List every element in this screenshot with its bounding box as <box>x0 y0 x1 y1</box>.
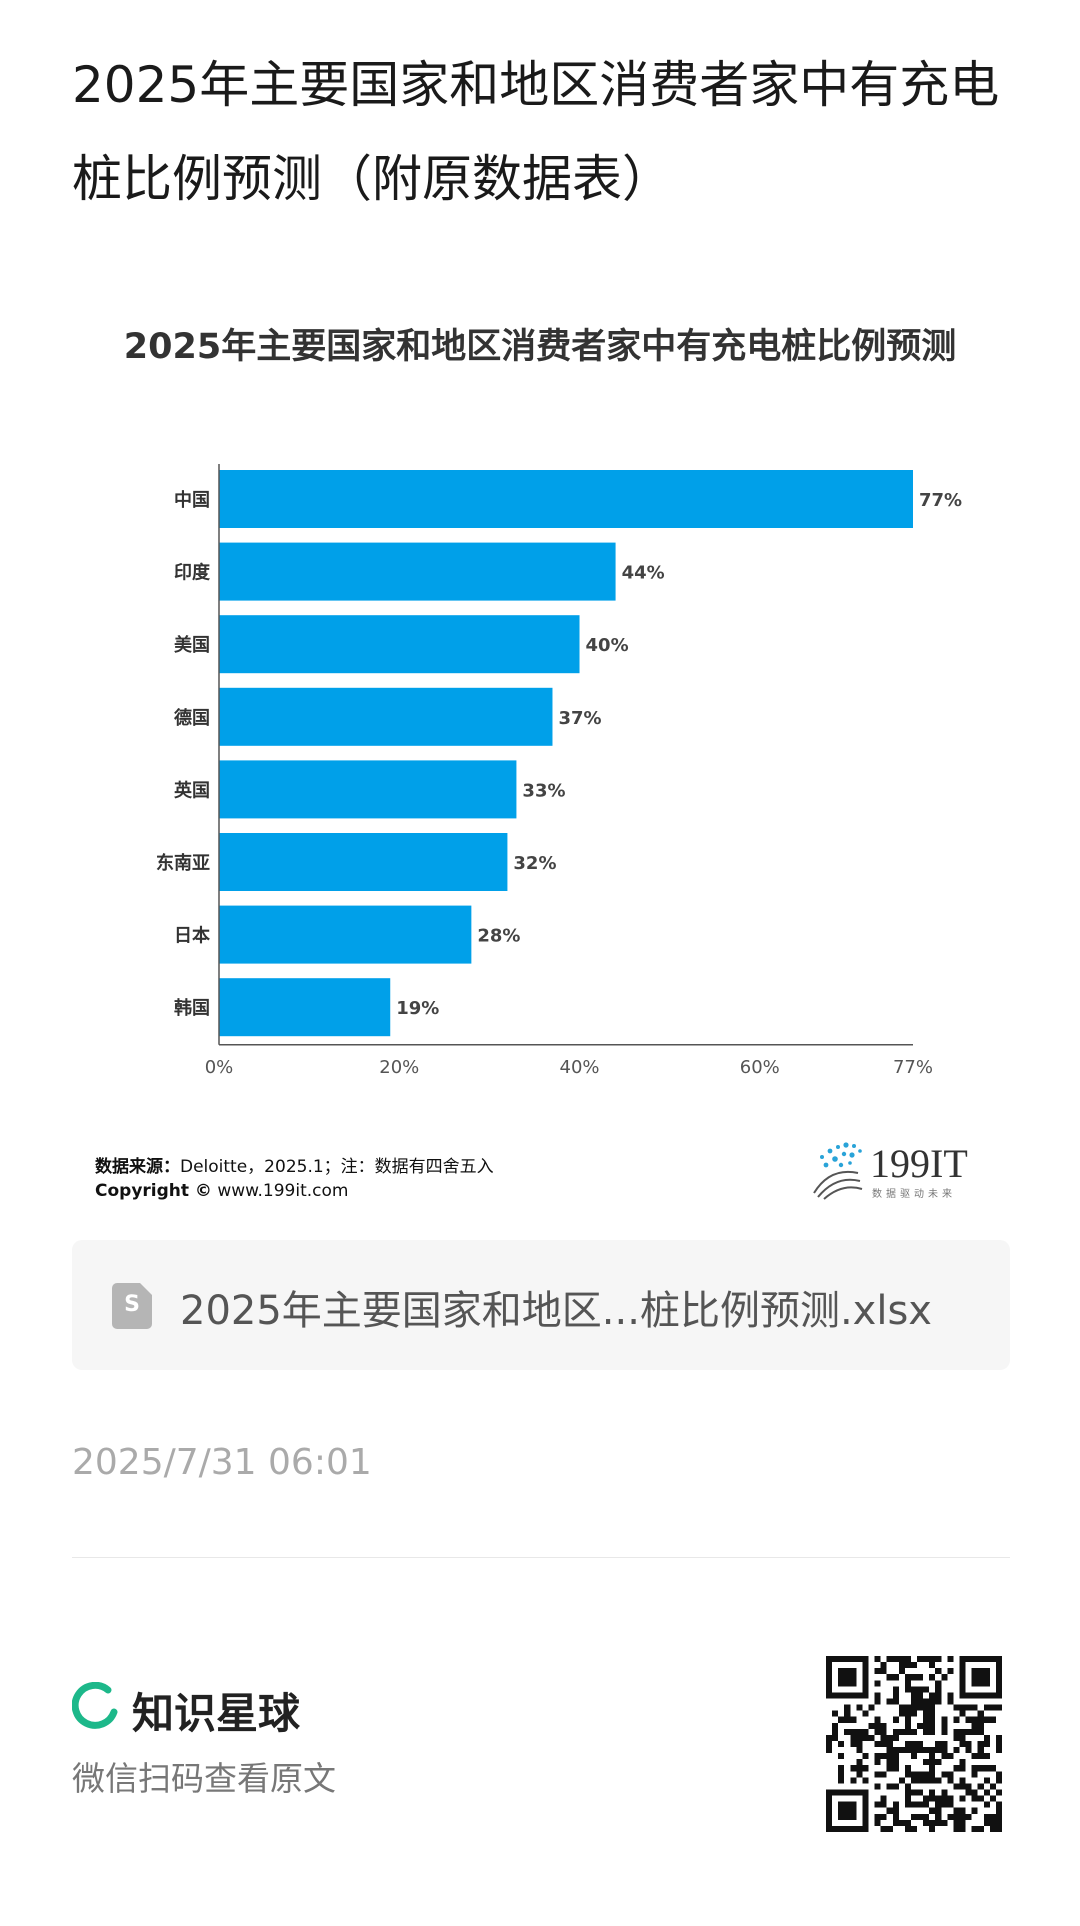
copyright-note: Copyright © www.199it.com <box>95 1181 348 1201</box>
page-title: 2025年主要国家和地区消费者家中有充电桩比例预测（附原数据表） <box>72 56 1000 208</box>
spreadsheet-file-icon: S <box>112 1283 152 1329</box>
watermark-tagline: 数据驱动未来 <box>872 1187 956 1200</box>
bar-5 <box>219 833 508 891</box>
category-label-2: 美国 <box>174 634 210 656</box>
value-label-6: 28% <box>477 926 520 947</box>
data-source-note: 数据来源：Deloitte，2025.1；注：数据有四舍五入 <box>95 1152 494 1177</box>
x-tick-label-4: 77% <box>893 1057 933 1078</box>
value-label-1: 44% <box>622 563 665 584</box>
copyright-text: www.199it.com <box>211 1181 349 1201</box>
bar-2 <box>219 615 580 674</box>
category-label-4: 英国 <box>173 779 210 801</box>
bar-4 <box>219 760 517 819</box>
bar-6 <box>219 905 472 964</box>
category-label-6: 日本 <box>174 925 210 947</box>
scan-instruction: 微信扫码查看原文 <box>72 1759 336 1798</box>
value-label-5: 32% <box>513 853 556 874</box>
category-label-1: 印度 <box>174 562 211 584</box>
value-label-4: 33% <box>522 780 565 801</box>
brand-name: 知识星球 <box>132 1689 301 1738</box>
x-tick-label-1: 20% <box>379 1057 419 1078</box>
qr-code-icon <box>826 1656 1002 1832</box>
attachment-card[interactable]: S 2025年主要国家和地区...桩比例预测.xlsx <box>72 1240 1010 1370</box>
bar-7 <box>219 978 391 1037</box>
bar-1 <box>219 542 616 601</box>
zsxq-ring-icon <box>72 1682 118 1729</box>
x-tick-label-3: 60% <box>740 1057 780 1078</box>
bar-3 <box>219 687 553 746</box>
value-label-3: 37% <box>558 708 601 729</box>
post-timestamp: 2025/7/31 06:01 <box>72 1442 372 1483</box>
x-tick-label-0: 0% <box>205 1057 234 1078</box>
data-source-text: Deloitte，2025.1；注：数据有四舍五入 <box>180 1157 494 1177</box>
chart-title: 2025年主要国家和地区消费者家中有充电桩比例预测 <box>123 327 957 367</box>
value-label-0: 77% <box>919 490 962 511</box>
copyright-label: Copyright © <box>95 1181 212 1201</box>
199it-logo: 199IT 数据驱动未来 <box>813 1141 968 1200</box>
value-label-2: 40% <box>586 635 629 656</box>
bar-0 <box>219 470 913 528</box>
bar-chart: 中国 77% 印度 44% 美国 40% 德国 37% 英国 33% 东南亚 32% 日本 28% 韩国 19… <box>156 464 962 1078</box>
category-label-0: 中国 <box>174 489 210 511</box>
category-label-7: 韩国 <box>174 997 210 1019</box>
divider <box>72 1557 1010 1558</box>
category-label-3: 德国 <box>174 707 210 729</box>
category-label-5: 东南亚 <box>156 852 210 874</box>
value-label-7: 19% <box>396 998 439 1019</box>
data-source-label: 数据来源： <box>95 1157 180 1177</box>
x-tick-label-2: 40% <box>560 1057 600 1078</box>
watermark-brand: 199IT <box>870 1141 968 1186</box>
attachment-filename[interactable]: 2025年主要国家和地区...桩比例预测.xlsx <box>180 1288 932 1334</box>
